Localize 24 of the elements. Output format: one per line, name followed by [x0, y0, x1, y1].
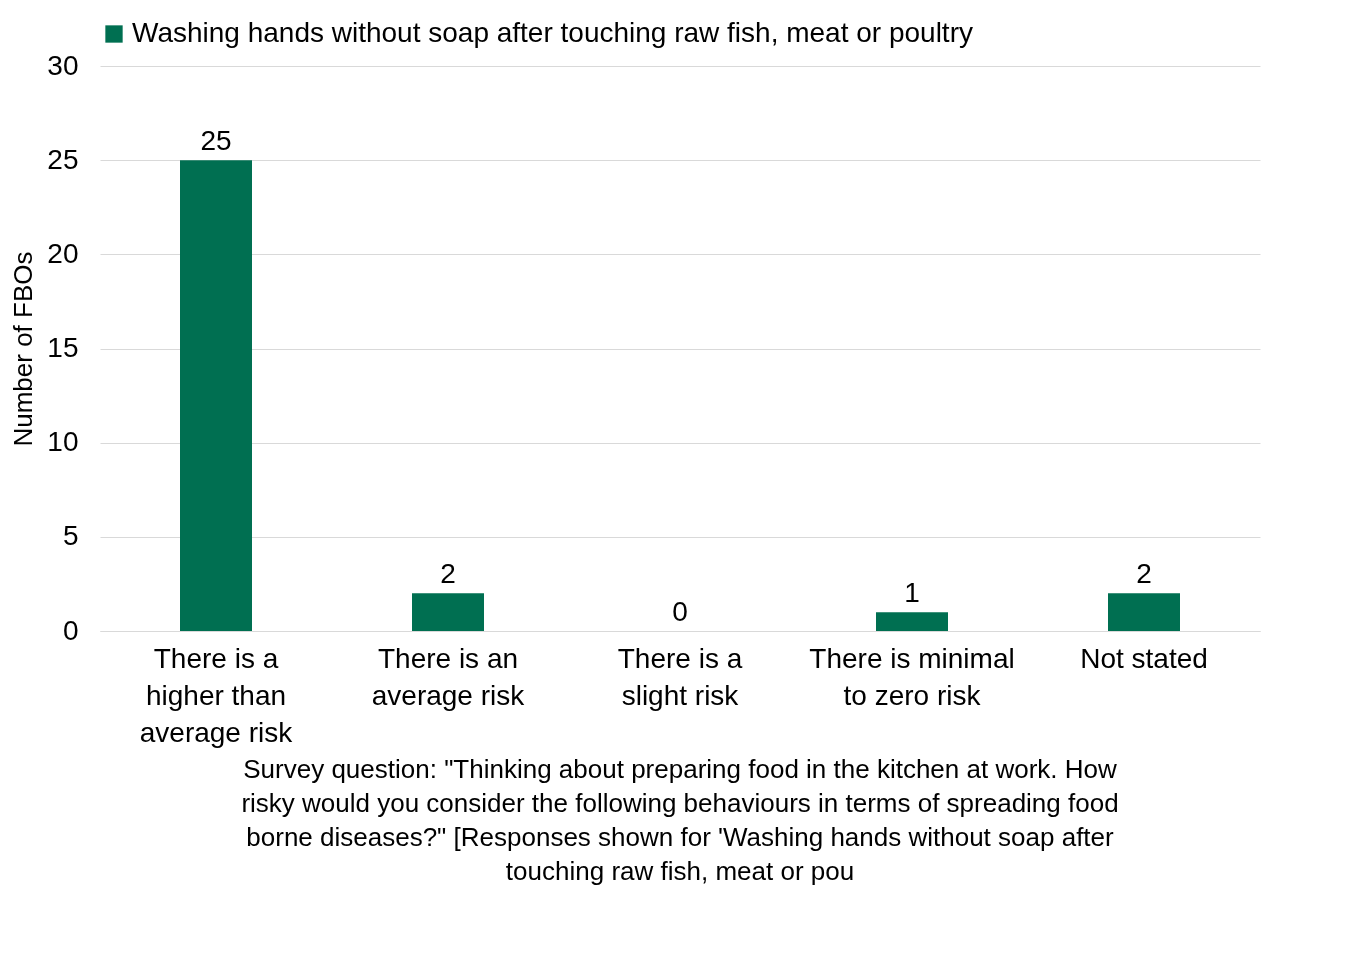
x-tick-label: There is a slight risk: [617, 642, 743, 711]
bar: [180, 160, 252, 631]
y-tick-label: 10: [47, 426, 79, 458]
y-tick-label: 15: [47, 332, 79, 363]
y-tick-label: 25: [47, 143, 79, 175]
data-label: 2: [440, 558, 456, 590]
bar: [1108, 593, 1180, 631]
data-label: 2: [1136, 558, 1152, 590]
bar: [876, 612, 948, 631]
y-tick-label: 5: [62, 520, 79, 552]
x-tick-label: Not stated: [1080, 642, 1208, 674]
x-tick-label: There is a higher than average risk: [139, 642, 294, 748]
data-label: 25: [200, 125, 232, 157]
y-tick-label: 0: [62, 614, 79, 646]
y-axis-title: Number of FBOs: [8, 251, 39, 447]
data-label: 0: [672, 596, 688, 627]
data-label: 1: [904, 577, 920, 609]
bar: [412, 593, 484, 631]
x-tick-label: There is an average risk: [371, 642, 526, 711]
y-tick-label: 20: [47, 237, 79, 269]
y-tick-label: 30: [47, 49, 79, 81]
x-tick-label: There is minimal to zero risk: [809, 642, 1015, 711]
text: Survey question: "Thinking about preparing food in the kitchen at work. How risky would you consider the following behaviours in terms of spreading food borne diseases?" [Responses shown for 'Washing hands without soap after touching raw fish, meat or pou: [241, 754, 1119, 886]
legend-label: Washing hands without soap after touching raw fish, meat or poultry: [132, 17, 973, 48]
